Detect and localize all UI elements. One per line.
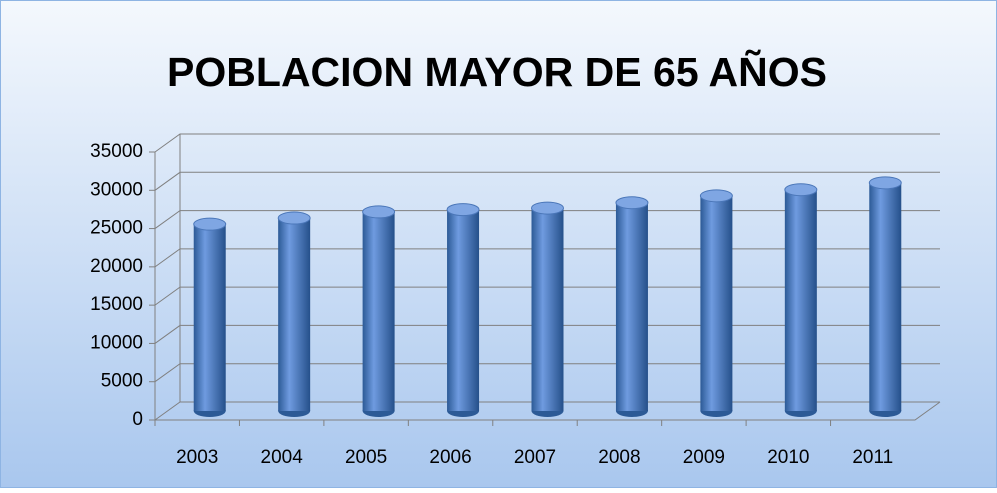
bar [447, 209, 480, 411]
y-tick-label: 35000 [90, 141, 143, 162]
x-tick-label: 2010 [767, 447, 809, 468]
y-tick-label: 15000 [90, 294, 143, 315]
bar-top [446, 203, 480, 217]
grid-line [154, 171, 940, 191]
bar [784, 189, 817, 411]
y-tick-label: 0 [132, 409, 143, 430]
bar-top [531, 201, 564, 215]
y-tick-label: 25000 [90, 218, 143, 239]
grid-line [154, 363, 940, 383]
grid-line [154, 133, 940, 153]
x-tick-label: 2003 [176, 447, 218, 468]
x-tick-label: 2009 [683, 447, 725, 468]
x-tick-label: 2006 [429, 447, 471, 468]
bar-top [699, 189, 733, 203]
x-tick-label: 2004 [261, 447, 304, 468]
x-tick-label: 2005 [345, 447, 387, 468]
bar [362, 211, 395, 411]
grid-line [154, 324, 940, 344]
x-tick-label: 2008 [598, 447, 640, 468]
bar [615, 202, 648, 411]
bar-top [615, 196, 649, 210]
x-tick-label: 2011 [852, 447, 893, 468]
bar-top [868, 176, 902, 190]
grid-line [154, 248, 940, 268]
axis-line [154, 152, 941, 421]
bar [700, 195, 733, 411]
bar [531, 208, 564, 411]
bar-top [277, 211, 311, 225]
y-tick-label: 5000 [101, 371, 143, 392]
y-tick-label: 30000 [90, 179, 143, 200]
bar-top [362, 205, 396, 219]
bar [193, 224, 226, 411]
bar [278, 218, 311, 411]
bar [869, 182, 902, 411]
grid-line [154, 401, 940, 421]
grid-line [154, 210, 940, 229]
bar-top [784, 183, 818, 197]
bar-top [193, 217, 227, 231]
x-tick-label: 2007 [514, 447, 556, 468]
y-tick-label: 10000 [90, 332, 143, 353]
chart-title: POBLACION MAYOR DE 65 AÑOS [167, 49, 827, 95]
y-tick-label: 20000 [90, 256, 143, 277]
grid-line [154, 286, 940, 306]
